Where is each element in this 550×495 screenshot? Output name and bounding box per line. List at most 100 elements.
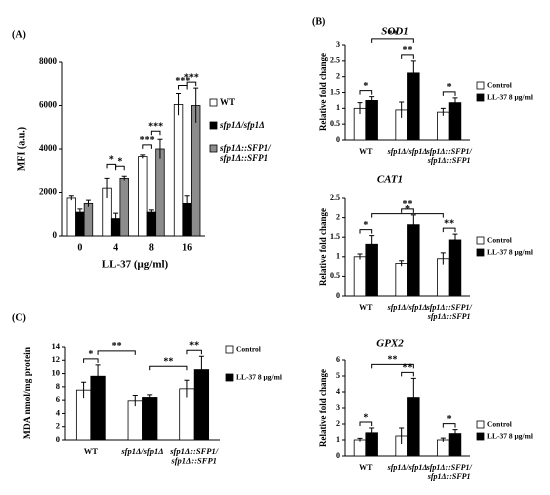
- bar: [191, 105, 201, 237]
- x-tick-label: 8: [149, 242, 154, 253]
- legend-swatch: [209, 98, 218, 107]
- y-tick-label: 12: [52, 354, 61, 364]
- significance-bracket: [186, 349, 202, 355]
- significance-label: *: [447, 414, 452, 425]
- significance-bracket: [115, 165, 125, 171]
- y-axis-label: MFI (a.u.): [16, 127, 27, 171]
- panel-label: (B): [312, 16, 325, 27]
- y-tick-label: 8000: [39, 56, 58, 66]
- error-bar: [95, 364, 101, 388]
- bar: [437, 111, 450, 141]
- bar: [142, 397, 158, 441]
- y-tick-label: 8: [56, 381, 60, 391]
- significance-label: *: [363, 412, 368, 423]
- y-tick-label: 1.5: [330, 87, 340, 96]
- error-bar: [193, 87, 199, 123]
- error-bar: [184, 379, 190, 398]
- legend-label: LL-37 8 μg/ml: [236, 373, 282, 382]
- error-bar: [369, 235, 375, 253]
- legend-swatch: [476, 81, 485, 90]
- significance-bracket: [401, 54, 414, 59]
- error-bar: [410, 377, 416, 417]
- legend-label: Control: [236, 345, 261, 354]
- bar: [448, 239, 462, 297]
- bar: [66, 197, 76, 237]
- significance-bracket: [401, 208, 414, 213]
- x-tick-label: 4: [113, 242, 118, 253]
- error-bar: [410, 60, 416, 85]
- significance-label: *: [88, 349, 93, 360]
- bar: [353, 256, 367, 297]
- significance-bracket: [371, 213, 444, 218]
- y-tick-label: 2: [336, 212, 340, 221]
- bar: [407, 224, 420, 297]
- legend-label: LL-37 8 μg/ml: [487, 93, 533, 102]
- significance-bracket: [371, 38, 414, 43]
- error-bar: [85, 199, 91, 207]
- error-bar: [399, 427, 405, 444]
- significance-label: *: [109, 155, 114, 166]
- y-tick-label: 6000: [39, 100, 58, 110]
- y-tick-label: 1: [336, 435, 340, 444]
- error-bar: [113, 212, 119, 225]
- error-bar: [452, 429, 458, 438]
- error-bar: [140, 154, 146, 159]
- legend-swatch: [225, 373, 234, 382]
- legend-swatch: [225, 345, 234, 354]
- legend-label: Control: [487, 420, 512, 429]
- x-tick-label: WT: [359, 147, 373, 156]
- significance-label: ***: [175, 76, 190, 87]
- y-tick-label: 2.5: [330, 56, 340, 65]
- y-tick-label: 2000: [39, 187, 58, 197]
- significance-label: **: [112, 341, 122, 352]
- y-tick-label: 0: [53, 230, 58, 240]
- panel-label: (C): [12, 312, 26, 323]
- bar: [127, 400, 143, 441]
- significance-label: **: [403, 199, 413, 210]
- y-tick-label: 14: [52, 341, 61, 351]
- chart-title: CAT1: [377, 174, 403, 186]
- y-tick-label: 2: [56, 421, 60, 431]
- significance-bracket: [442, 227, 456, 233]
- bar: [146, 211, 157, 237]
- error-bar: [132, 394, 138, 407]
- error-bar: [369, 427, 375, 438]
- error-bar: [147, 394, 153, 401]
- x-tick-label: 16: [182, 242, 192, 253]
- significance-label: **: [189, 341, 199, 352]
- significance-bracket: [442, 91, 456, 96]
- significance-bracket: [442, 423, 456, 428]
- significance-label: ***: [184, 72, 199, 83]
- y-tick-label: 1: [336, 103, 340, 112]
- bar: [395, 263, 408, 297]
- significance-bracket: [401, 371, 414, 377]
- legend-swatch: [476, 93, 485, 102]
- significance-label: **: [388, 355, 398, 366]
- significance-label: *: [363, 81, 368, 92]
- legend-swatch: [476, 236, 485, 245]
- x-axis-label: LL-37 (μg/ml): [102, 259, 169, 271]
- y-tick-label: 0: [336, 135, 340, 144]
- error-bar: [440, 107, 446, 116]
- significance-label: **: [403, 45, 413, 56]
- error-bar: [68, 195, 74, 201]
- legend-swatch: [476, 432, 485, 441]
- y-tick-label: 6: [336, 355, 340, 364]
- significance-label: *: [363, 220, 368, 231]
- significance-bracket: [359, 229, 373, 234]
- x-tick-label: sfp1Δ/sfp1Δ: [387, 303, 428, 312]
- significance-label: *: [447, 82, 452, 93]
- y-axis-label: Relative fold change: [318, 53, 328, 131]
- legend-swatch: [476, 248, 485, 257]
- legend-label: Control: [487, 236, 512, 245]
- x-tick-label: sfp1Δ::SFP1/sfp1Δ::SFP1: [169, 446, 219, 465]
- bar: [83, 202, 94, 237]
- legend-label: LL-37 8 μg/ml: [487, 248, 533, 257]
- legend-label: sfp1Δ::SFP1/sfp1Δ::SFP1: [219, 143, 272, 163]
- x-tick-label: WT: [359, 303, 373, 312]
- significance-bracket: [142, 144, 152, 149]
- significance-label: ***: [148, 122, 163, 133]
- significance-bracket: [178, 85, 188, 90]
- x-tick-label: sfp1Δ::SFP1/sfp1Δ::SFP1: [426, 463, 473, 481]
